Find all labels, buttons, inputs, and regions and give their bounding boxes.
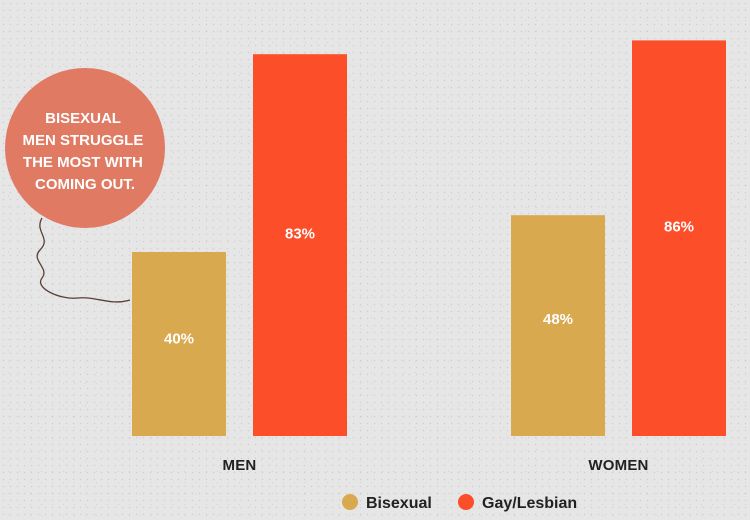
callout-line-1: BISEXUAL — [45, 110, 121, 127]
callout-circle — [5, 68, 165, 228]
bar-label-women-gay-lesbian: 86% — [664, 218, 694, 235]
callout-squiggle-line — [36, 217, 131, 303]
legend: Bisexual Gay/Lesbian — [342, 494, 577, 512]
callout-line-3: THE MOST WITH — [23, 154, 143, 171]
bar-women-bisexual — [511, 215, 605, 436]
callout-line-2: MEN STRUGGLE — [22, 132, 143, 149]
bars-group — [132, 40, 726, 437]
category-label-men: MEN — [223, 457, 257, 474]
bar-labels-group: 40% 83% 48% 86% — [164, 218, 694, 347]
callout-text: BISEXUAL MEN STRUGGLE THE MOST WITH COMI… — [22, 110, 147, 193]
bar-women-gay-lesbian — [632, 40, 726, 437]
callout-annotation: BISEXUAL MEN STRUGGLE THE MOST WITH COMI… — [5, 68, 165, 303]
legend-swatch-bisexual — [342, 494, 358, 510]
bar-men-bisexual — [132, 252, 226, 436]
legend-swatch-gay-lesbian — [458, 494, 474, 510]
bar-men-gay-lesbian — [253, 54, 347, 436]
callout-line-4: COMING OUT. — [35, 176, 135, 193]
bar-label-men-gay-lesbian: 83% — [285, 226, 315, 243]
bar-label-women-bisexual: 48% — [543, 311, 573, 328]
legend-label-gay-lesbian: Gay/Lesbian — [482, 495, 577, 512]
bar-label-men-bisexual: 40% — [164, 330, 194, 347]
category-label-women: WOMEN — [588, 457, 648, 474]
category-labels-group: MEN WOMEN — [223, 457, 649, 474]
legend-label-bisexual: Bisexual — [366, 495, 432, 512]
